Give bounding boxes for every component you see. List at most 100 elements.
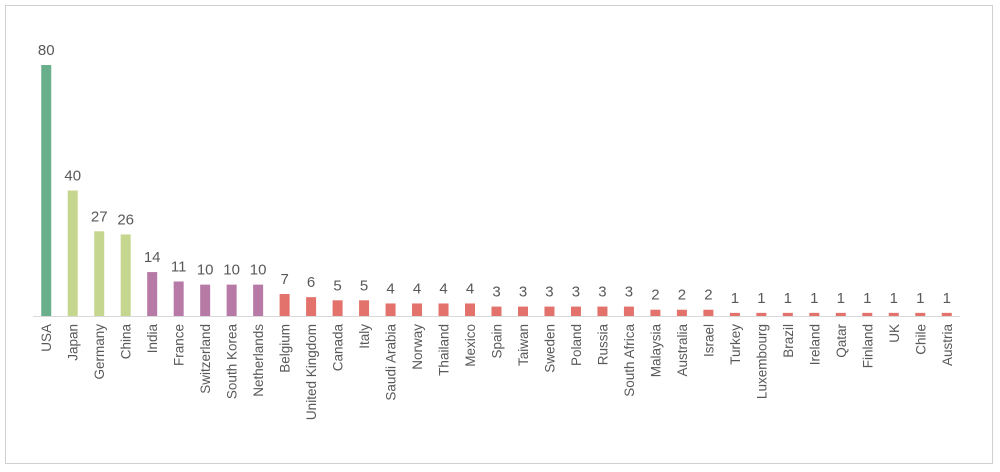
category-label: Saudi Arabia: [384, 324, 399, 401]
category-label: USA: [39, 324, 54, 352]
bar-india: [147, 272, 158, 316]
bar-netherlands: [253, 284, 264, 317]
value-label: 80: [38, 42, 55, 59]
category-label: Canada: [331, 324, 346, 372]
bar-russia: [597, 306, 608, 316]
value-label: 3: [598, 284, 606, 301]
value-label: 7: [280, 271, 288, 288]
value-label: 1: [837, 290, 845, 307]
value-label: 1: [757, 290, 765, 307]
value-labels-group: 80 40 27 26 14 1 1 10 10 10 7 6 5 5 4 4 4 4 3 3 3 3 3 3 2 2 2 1 1 1 1 1…: [38, 42, 951, 307]
value-label: 26: [117, 211, 134, 228]
bar-luxembourg: [756, 312, 767, 316]
category-label: Australia: [675, 324, 690, 377]
bar-uk: [888, 312, 899, 316]
category-label: South Korea: [225, 324, 240, 400]
category-label: United Kingdom: [304, 324, 319, 420]
bar-france: [173, 281, 184, 316]
value-label: 10: [197, 262, 214, 279]
bar-switzerland: [200, 284, 211, 317]
bar-turkey: [729, 312, 740, 316]
bar-taiwan: [517, 306, 528, 316]
value-label: 4: [439, 280, 447, 297]
bar-austria: [941, 312, 952, 316]
value-label: 10: [250, 262, 267, 279]
category-label: Belgium: [278, 324, 293, 373]
value-label: 1: [731, 290, 739, 307]
bar-mexico: [465, 303, 476, 316]
category-labels-group: USA Japan Germany China India France Switzerla…: [39, 323, 955, 420]
bar-united-kingdom: [306, 297, 317, 317]
category-label: Finland: [860, 324, 875, 368]
value-label: 3: [545, 284, 553, 301]
value-label: 3: [519, 284, 527, 301]
category-label: France: [172, 324, 187, 366]
value-label: 3: [625, 284, 633, 301]
bar-germany: [94, 231, 105, 316]
bars-group: [41, 65, 952, 317]
category-label: Austria: [940, 324, 955, 367]
value-label: 1: [810, 290, 818, 307]
value-label: 4: [413, 280, 421, 297]
value-label: 5: [360, 277, 368, 294]
bar-south-africa: [623, 306, 634, 316]
bar-qatar: [835, 312, 846, 316]
value-label: 40: [64, 168, 81, 185]
value-label: 3: [572, 284, 580, 301]
category-label: Ireland: [807, 324, 822, 365]
category-label: South Africa: [622, 324, 637, 397]
value-label: 10: [223, 262, 240, 279]
category-label: Norway: [410, 324, 425, 370]
value-label: 2: [704, 287, 712, 304]
bar-saudi-arabia: [385, 303, 396, 316]
value-label: 2: [651, 287, 659, 304]
value-label: 2: [678, 287, 686, 304]
value-label: 1: [890, 290, 898, 307]
category-label: UK: [887, 324, 902, 343]
bar-brazil: [782, 312, 793, 316]
bar-china: [120, 234, 131, 317]
category-label: Switzerland: [198, 324, 213, 394]
bar-spain: [491, 306, 502, 316]
category-label: Taiwan: [516, 324, 531, 366]
bar-belgium: [279, 294, 290, 316]
category-label: China: [119, 324, 134, 360]
value-label: 27: [91, 208, 108, 225]
category-label: India: [145, 324, 160, 354]
bar-australia: [676, 309, 687, 317]
bar-japan: [67, 190, 78, 316]
value-label: 4: [466, 280, 474, 297]
category-label: Japan: [66, 324, 81, 361]
category-label: Italy: [357, 324, 372, 349]
category-label: Israel: [701, 324, 716, 357]
category-label: Malaysia: [648, 324, 663, 378]
value-label: 4: [386, 280, 394, 297]
bar-thailand: [438, 303, 449, 316]
chart-frame: [5, 5, 993, 464]
category-label: Sweden: [542, 324, 557, 373]
bar-italy: [359, 300, 370, 316]
bar-ireland: [809, 312, 820, 316]
value-label: 3: [492, 284, 500, 301]
bar-canada: [332, 300, 343, 316]
value-label: 1: [916, 290, 924, 307]
bar-south-korea: [226, 284, 237, 317]
category-label: Mexico: [463, 324, 478, 367]
value-label: 6: [307, 274, 315, 291]
category-label: Russia: [595, 324, 610, 366]
bar-chile: [915, 312, 926, 316]
category-label: Turkey: [728, 324, 743, 365]
value-label: 1: [863, 290, 871, 307]
category-label: Germany: [92, 324, 107, 380]
category-label: Chile: [913, 324, 928, 355]
bar-usa: [41, 65, 52, 316]
value-label: 5: [333, 277, 341, 294]
category-label: Brazil: [781, 324, 796, 358]
value-label: 14: [144, 249, 161, 266]
bar-poland: [570, 306, 581, 316]
value-label: 1: [784, 290, 792, 307]
category-label: Qatar: [834, 323, 849, 357]
category-label: Spain: [490, 324, 505, 359]
bar-israel: [703, 309, 714, 317]
